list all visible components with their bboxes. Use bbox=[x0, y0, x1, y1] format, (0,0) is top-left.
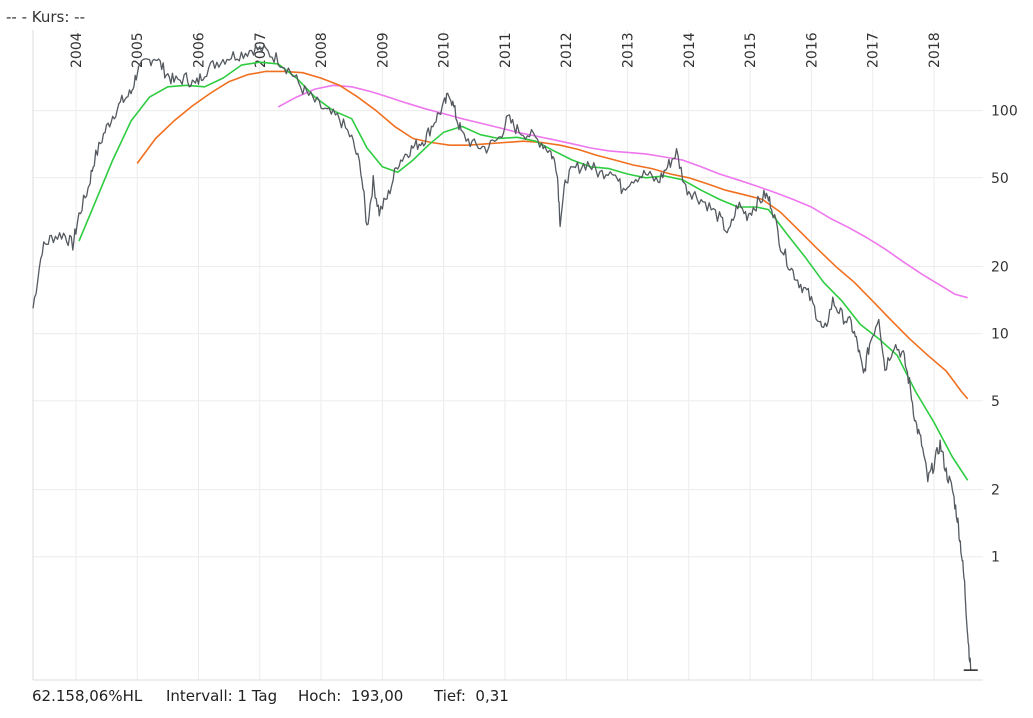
chart-series bbox=[32, 44, 972, 671]
interval-label: Intervall: 1 Tag bbox=[166, 687, 278, 705]
x-tick-label: 2008 bbox=[314, 32, 330, 68]
y-tick-label: 10 bbox=[991, 327, 1009, 343]
series-line-ma-short bbox=[78, 61, 969, 481]
x-tick-label: 2011 bbox=[498, 32, 514, 68]
y-tick-label: 50 bbox=[991, 171, 1009, 187]
x-tick-label: 2004 bbox=[69, 32, 85, 68]
chart-footer: 62.158,06%HL Intervall: 1 Tag Hoch: 193,… bbox=[32, 687, 554, 705]
chart-grid bbox=[32, 30, 983, 681]
x-tick-label: 2016 bbox=[804, 32, 820, 68]
low-value: Tief: 0,31 bbox=[434, 687, 509, 705]
series-line-ma-mid bbox=[136, 70, 969, 400]
x-tick-label: 2006 bbox=[191, 32, 207, 68]
x-tick-label: 2018 bbox=[927, 32, 943, 68]
x-tick-label: 2017 bbox=[866, 32, 882, 68]
y-axis-tick-labels: 1 2 5 10 20 50 100 bbox=[991, 104, 1018, 566]
chart-header-title: -- - Kurs: -- bbox=[6, 8, 85, 26]
y-tick-label: 20 bbox=[991, 260, 1009, 276]
high-value: Hoch: 193,00 bbox=[298, 687, 404, 705]
y-tick-label: 5 bbox=[991, 394, 1000, 410]
x-tick-label: 2005 bbox=[130, 32, 146, 68]
x-axis-tick-labels: 2004 2005 2006 2007 2008 2009 2010 2011 2012 2013… bbox=[69, 32, 943, 68]
x-tick-label: 2012 bbox=[559, 32, 575, 68]
x-tick-label: 2015 bbox=[743, 32, 759, 68]
y-tick-label: 100 bbox=[991, 104, 1018, 120]
x-tick-label: 2009 bbox=[375, 32, 391, 68]
series-line-price bbox=[32, 44, 972, 671]
x-tick-label: 2010 bbox=[437, 32, 453, 68]
x-tick-label: 2014 bbox=[682, 32, 698, 68]
series-line-ma-long bbox=[277, 84, 968, 299]
y-tick-label: 1 bbox=[991, 550, 1000, 566]
range-percent: 62.158,06%HL bbox=[32, 687, 143, 705]
y-tick-label: 2 bbox=[991, 483, 1000, 499]
x-tick-label: 2013 bbox=[621, 32, 637, 68]
